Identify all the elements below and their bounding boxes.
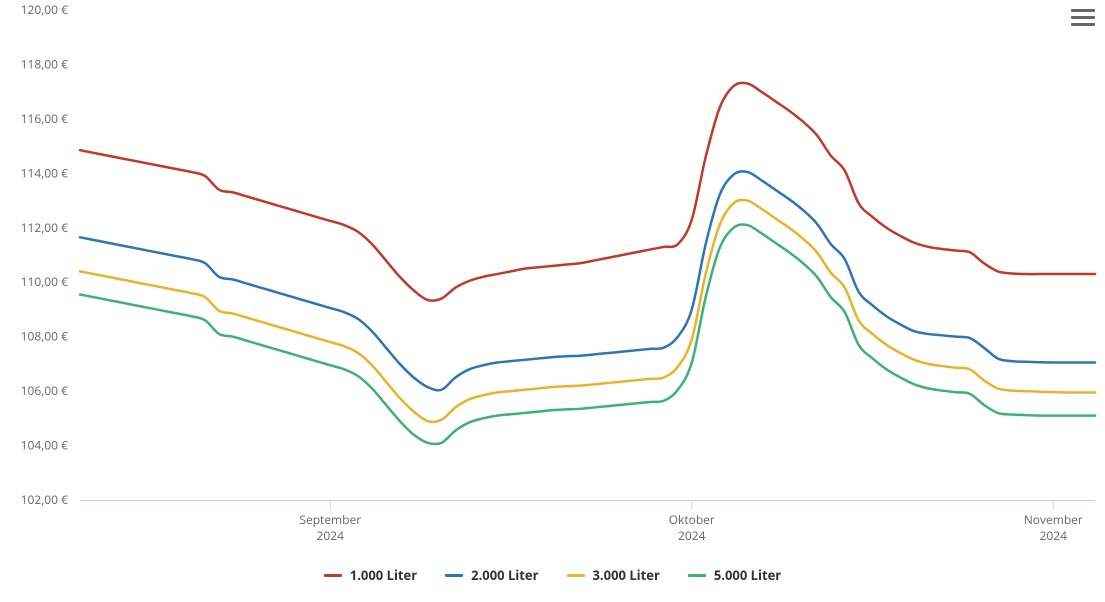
legend-label: 2.000 Liter [471, 566, 538, 584]
svg-text:116,00 €: 116,00 € [21, 110, 69, 127]
y-tick: 116,00 € [21, 110, 69, 127]
svg-text:108,00 €: 108,00 € [21, 328, 69, 345]
legend-swatch [567, 574, 585, 577]
svg-text:106,00 €: 106,00 € [21, 382, 69, 399]
y-tick: 120,00 € [21, 1, 69, 18]
chart-svg: 102,00 € 104,00 € 106,00 € 108,00 € 110,00 €… [0, 0, 1105, 602]
svg-text:2024: 2024 [1040, 527, 1068, 544]
y-tick: 114,00 € [21, 164, 69, 181]
y-tick: 118,00 € [21, 55, 69, 72]
legend-swatch [688, 574, 706, 577]
x-tick: November2024 [1024, 500, 1083, 544]
series-line[interactable] [80, 83, 1095, 301]
series-line[interactable] [80, 200, 1095, 422]
y-tick: 108,00 € [21, 328, 69, 345]
legend-label: 1.000 Liter [350, 566, 417, 584]
svg-text:110,00 €: 110,00 € [21, 273, 69, 290]
legend-item[interactable]: 2.000 Liter [445, 566, 538, 584]
svg-text:November: November [1024, 511, 1083, 528]
chart-legend: 1.000 Liter 2.000 Liter 3.000 Liter 5.000 L… [0, 563, 1105, 585]
svg-text:Oktober: Oktober [669, 511, 715, 528]
y-tick: 106,00 € [21, 382, 69, 399]
svg-text:104,00 €: 104,00 € [21, 437, 69, 454]
series-line[interactable] [80, 171, 1095, 390]
y-tick: 112,00 € [21, 219, 69, 236]
svg-text:September: September [299, 511, 361, 528]
x-tick: Oktober2024 [669, 500, 715, 544]
svg-text:2024: 2024 [317, 527, 345, 544]
svg-text:112,00 €: 112,00 € [21, 219, 69, 236]
y-tick: 104,00 € [21, 437, 69, 454]
legend-item[interactable]: 3.000 Liter [567, 566, 660, 584]
legend-swatch [445, 574, 463, 577]
y-tick: 102,00 € [21, 491, 69, 508]
legend-label: 5.000 Liter [714, 566, 781, 584]
svg-text:114,00 €: 114,00 € [21, 164, 69, 181]
svg-text:102,00 €: 102,00 € [21, 491, 69, 508]
svg-text:118,00 €: 118,00 € [21, 55, 69, 72]
legend-item[interactable]: 1.000 Liter [324, 566, 417, 584]
legend-swatch [324, 574, 342, 577]
x-tick: September2024 [299, 500, 361, 544]
legend-label: 3.000 Liter [593, 566, 660, 584]
svg-text:120,00 €: 120,00 € [21, 1, 69, 18]
price-chart: 102,00 € 104,00 € 106,00 € 108,00 € 110,00 €… [0, 0, 1105, 602]
legend-item[interactable]: 5.000 Liter [688, 566, 781, 584]
svg-text:2024: 2024 [678, 527, 706, 544]
y-tick: 110,00 € [21, 273, 69, 290]
